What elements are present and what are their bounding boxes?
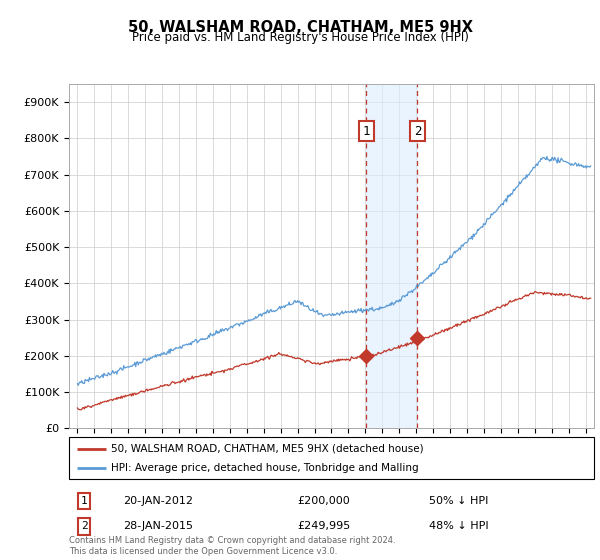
Text: Contains HM Land Registry data © Crown copyright and database right 2024.
This d: Contains HM Land Registry data © Crown c…	[69, 536, 395, 556]
Text: 50, WALSHAM ROAD, CHATHAM, ME5 9HX: 50, WALSHAM ROAD, CHATHAM, ME5 9HX	[128, 20, 473, 35]
Text: 2: 2	[80, 521, 88, 531]
Text: HPI: Average price, detached house, Tonbridge and Malling: HPI: Average price, detached house, Tonb…	[111, 463, 419, 473]
Text: 1: 1	[362, 125, 370, 138]
Text: 1: 1	[80, 496, 88, 506]
Text: 2: 2	[414, 125, 421, 138]
Text: £200,000: £200,000	[297, 496, 350, 506]
Text: 50% ↓ HPI: 50% ↓ HPI	[429, 496, 488, 506]
Text: Price paid vs. HM Land Registry's House Price Index (HPI): Price paid vs. HM Land Registry's House …	[131, 31, 469, 44]
Text: 50, WALSHAM ROAD, CHATHAM, ME5 9HX (detached house): 50, WALSHAM ROAD, CHATHAM, ME5 9HX (deta…	[111, 444, 424, 454]
Text: 28-JAN-2015: 28-JAN-2015	[123, 521, 193, 531]
Text: 20-JAN-2012: 20-JAN-2012	[123, 496, 193, 506]
Text: £249,995: £249,995	[297, 521, 350, 531]
Text: 48% ↓ HPI: 48% ↓ HPI	[429, 521, 488, 531]
Bar	[367, 84, 418, 428]
